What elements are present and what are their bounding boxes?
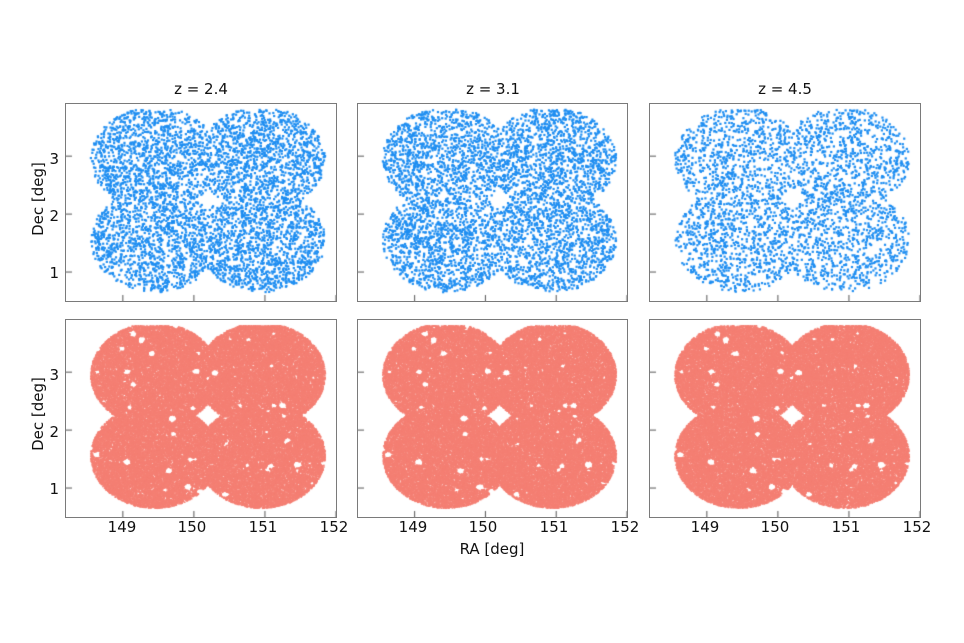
xtick-label-149-right: 149 (690, 518, 720, 536)
xtick-label-151-middle: 151 (539, 518, 569, 536)
ytick-label-1-bottom: 1 (49, 480, 59, 498)
scatter-points (66, 320, 336, 517)
ytick-label-2-bottom: 2 (49, 423, 59, 441)
scatter-panel-top-middle (357, 103, 628, 302)
ytick-label-3-top: 3 (49, 150, 59, 168)
scatter-points (358, 104, 627, 301)
xtick-label-150-left: 150 (177, 518, 207, 536)
xtick-label-150-middle: 150 (468, 518, 498, 536)
xtick-label-152-left: 152 (319, 518, 349, 536)
scatter-panel-bottom-middle (357, 319, 628, 518)
xtick-label-152-middle: 152 (610, 518, 640, 536)
scatter-points (650, 104, 920, 301)
ytick-label-2-top: 2 (49, 207, 59, 225)
scatter-panel-top-right (649, 103, 921, 302)
ytick-label-1-top: 1 (49, 264, 59, 282)
scatter-panel-bottom-left (65, 319, 337, 518)
scatter-panel-top-left (65, 103, 337, 302)
x-axis-label: RA [deg] (459, 540, 525, 558)
xtick-label-149-middle: 149 (398, 518, 428, 536)
xtick-label-152-right: 152 (902, 518, 932, 536)
xtick-label-151-left: 151 (248, 518, 278, 536)
scatter-points (358, 320, 627, 517)
panel-title-z45: z = 4.5 (758, 80, 812, 98)
xtick-label-151-right: 151 (831, 518, 861, 536)
xtick-label-149-left: 149 (107, 518, 137, 536)
panel-title-z24: z = 2.4 (174, 80, 228, 98)
ytick-label-3-bottom: 3 (49, 366, 59, 384)
scatter-panel-bottom-right (649, 319, 921, 518)
xtick-label-150-right: 150 (760, 518, 790, 536)
scatter-points (650, 320, 920, 517)
scatter-points (66, 104, 336, 301)
panel-title-z31: z = 3.1 (466, 80, 520, 98)
